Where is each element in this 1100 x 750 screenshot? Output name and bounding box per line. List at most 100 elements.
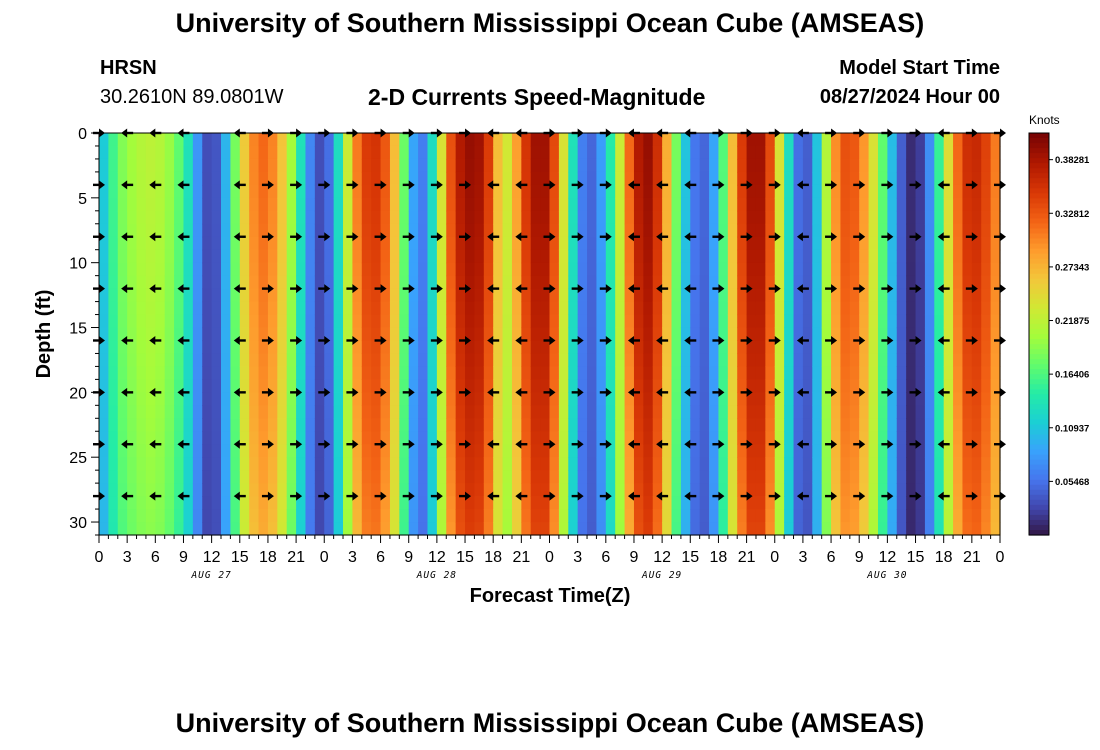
heatmap-cell — [906, 405, 917, 419]
current-vector — [825, 128, 838, 138]
heatmap-cell — [183, 496, 194, 510]
heatmap-cell — [587, 444, 598, 458]
heatmap-cell — [389, 483, 400, 497]
heatmap-cell — [577, 184, 588, 199]
heatmap-cell — [305, 353, 316, 368]
heatmap-cell — [465, 327, 476, 342]
heatmap-cell — [108, 301, 119, 316]
heatmap-cell — [624, 444, 635, 458]
heatmap-cell — [887, 145, 898, 160]
heatmap-cell — [127, 405, 138, 419]
heatmap-cell — [924, 327, 935, 342]
current-vector — [571, 284, 584, 294]
heatmap-cell — [709, 145, 720, 160]
heatmap-cell — [962, 184, 973, 199]
heatmap-cell — [577, 210, 588, 225]
heatmap-cell — [108, 288, 119, 303]
heatmap-cell — [183, 522, 194, 536]
heatmap-cell — [577, 379, 588, 393]
heatmap-cell — [971, 223, 982, 238]
heatmap-cell — [568, 509, 579, 523]
heatmap-cell — [221, 496, 231, 510]
heatmap-cell — [324, 262, 335, 277]
heatmap-cell — [436, 392, 447, 406]
heatmap-cell — [868, 314, 879, 329]
heatmap-cell — [718, 314, 729, 329]
current-vector — [290, 284, 303, 294]
heatmap-cell — [296, 327, 307, 342]
heatmap-cell — [211, 353, 222, 368]
heatmap-cell — [962, 327, 973, 342]
heatmap-cell — [859, 210, 870, 225]
heatmap-cell — [784, 444, 795, 458]
heatmap-cell — [962, 133, 973, 147]
heatmap-cell — [765, 457, 776, 471]
heatmap-cell — [737, 197, 748, 212]
heatmap-cell — [868, 470, 879, 484]
colorbar-segment — [1029, 318, 1049, 325]
heatmap-cell — [924, 275, 935, 290]
heatmap-cell — [849, 379, 860, 393]
heatmap-cell — [324, 275, 335, 290]
heatmap-cell — [530, 301, 541, 316]
heatmap-cell — [840, 444, 851, 458]
heatmap-cell — [371, 418, 382, 432]
heatmap-cell — [549, 210, 560, 225]
heatmap-cell — [408, 418, 419, 432]
heatmap-cell — [483, 327, 494, 342]
current-vector — [881, 491, 894, 501]
current-vector — [712, 439, 725, 449]
heatmap-cell — [605, 197, 616, 212]
current-vector — [543, 180, 556, 190]
heatmap-cell — [915, 314, 926, 329]
heatmap-cell — [605, 379, 616, 393]
current-vector — [965, 284, 978, 294]
heatmap-cell — [680, 470, 691, 484]
heatmap-cell — [671, 236, 682, 251]
heatmap-cell — [737, 327, 748, 342]
heatmap-cell — [784, 171, 795, 186]
heatmap-cell — [896, 496, 907, 510]
heatmap-cell — [737, 366, 748, 380]
heatmap-cell — [652, 379, 663, 393]
current-vector — [318, 335, 331, 345]
heatmap-cell — [267, 509, 278, 523]
heatmap-cell — [990, 301, 1001, 316]
heatmap-cell — [924, 184, 935, 199]
heatmap-cell — [164, 236, 175, 251]
heatmap-cell — [765, 184, 776, 199]
heatmap-cell — [840, 457, 851, 471]
heatmap-cell — [624, 223, 635, 238]
heatmap-cell — [934, 158, 945, 173]
heatmap-cell — [314, 366, 325, 380]
heatmap-cell — [465, 184, 476, 199]
heatmap-cell — [868, 184, 879, 199]
heatmap-cell — [868, 509, 879, 523]
heatmap-cell — [924, 340, 935, 355]
heatmap-cell — [577, 405, 588, 419]
heatmap-cell — [305, 184, 316, 199]
heatmap-cell — [211, 249, 222, 264]
heatmap-cell — [192, 496, 203, 510]
heatmap-cell — [558, 340, 569, 355]
heatmap-cell — [821, 522, 832, 536]
heatmap-cell — [296, 184, 307, 199]
heatmap-cell — [549, 379, 560, 393]
current-vector — [177, 284, 190, 294]
heatmap-cell — [699, 236, 710, 251]
heatmap-cell — [643, 431, 654, 445]
heatmap-cell — [530, 522, 541, 536]
heatmap-cell — [812, 301, 823, 316]
heatmap-cell — [145, 496, 156, 510]
heatmap-cell — [755, 197, 766, 212]
heatmap-cell — [849, 223, 860, 238]
heatmap-cell — [361, 236, 372, 251]
heatmap-cell — [615, 158, 626, 173]
heatmap-cell — [343, 340, 354, 355]
heatmap-cell — [127, 171, 138, 186]
heatmap-cell — [136, 133, 147, 147]
heatmap-cell — [474, 353, 485, 368]
colorbar-segment — [1029, 364, 1049, 370]
heatmap-cell — [371, 145, 382, 160]
heatmap-cell — [962, 145, 973, 160]
